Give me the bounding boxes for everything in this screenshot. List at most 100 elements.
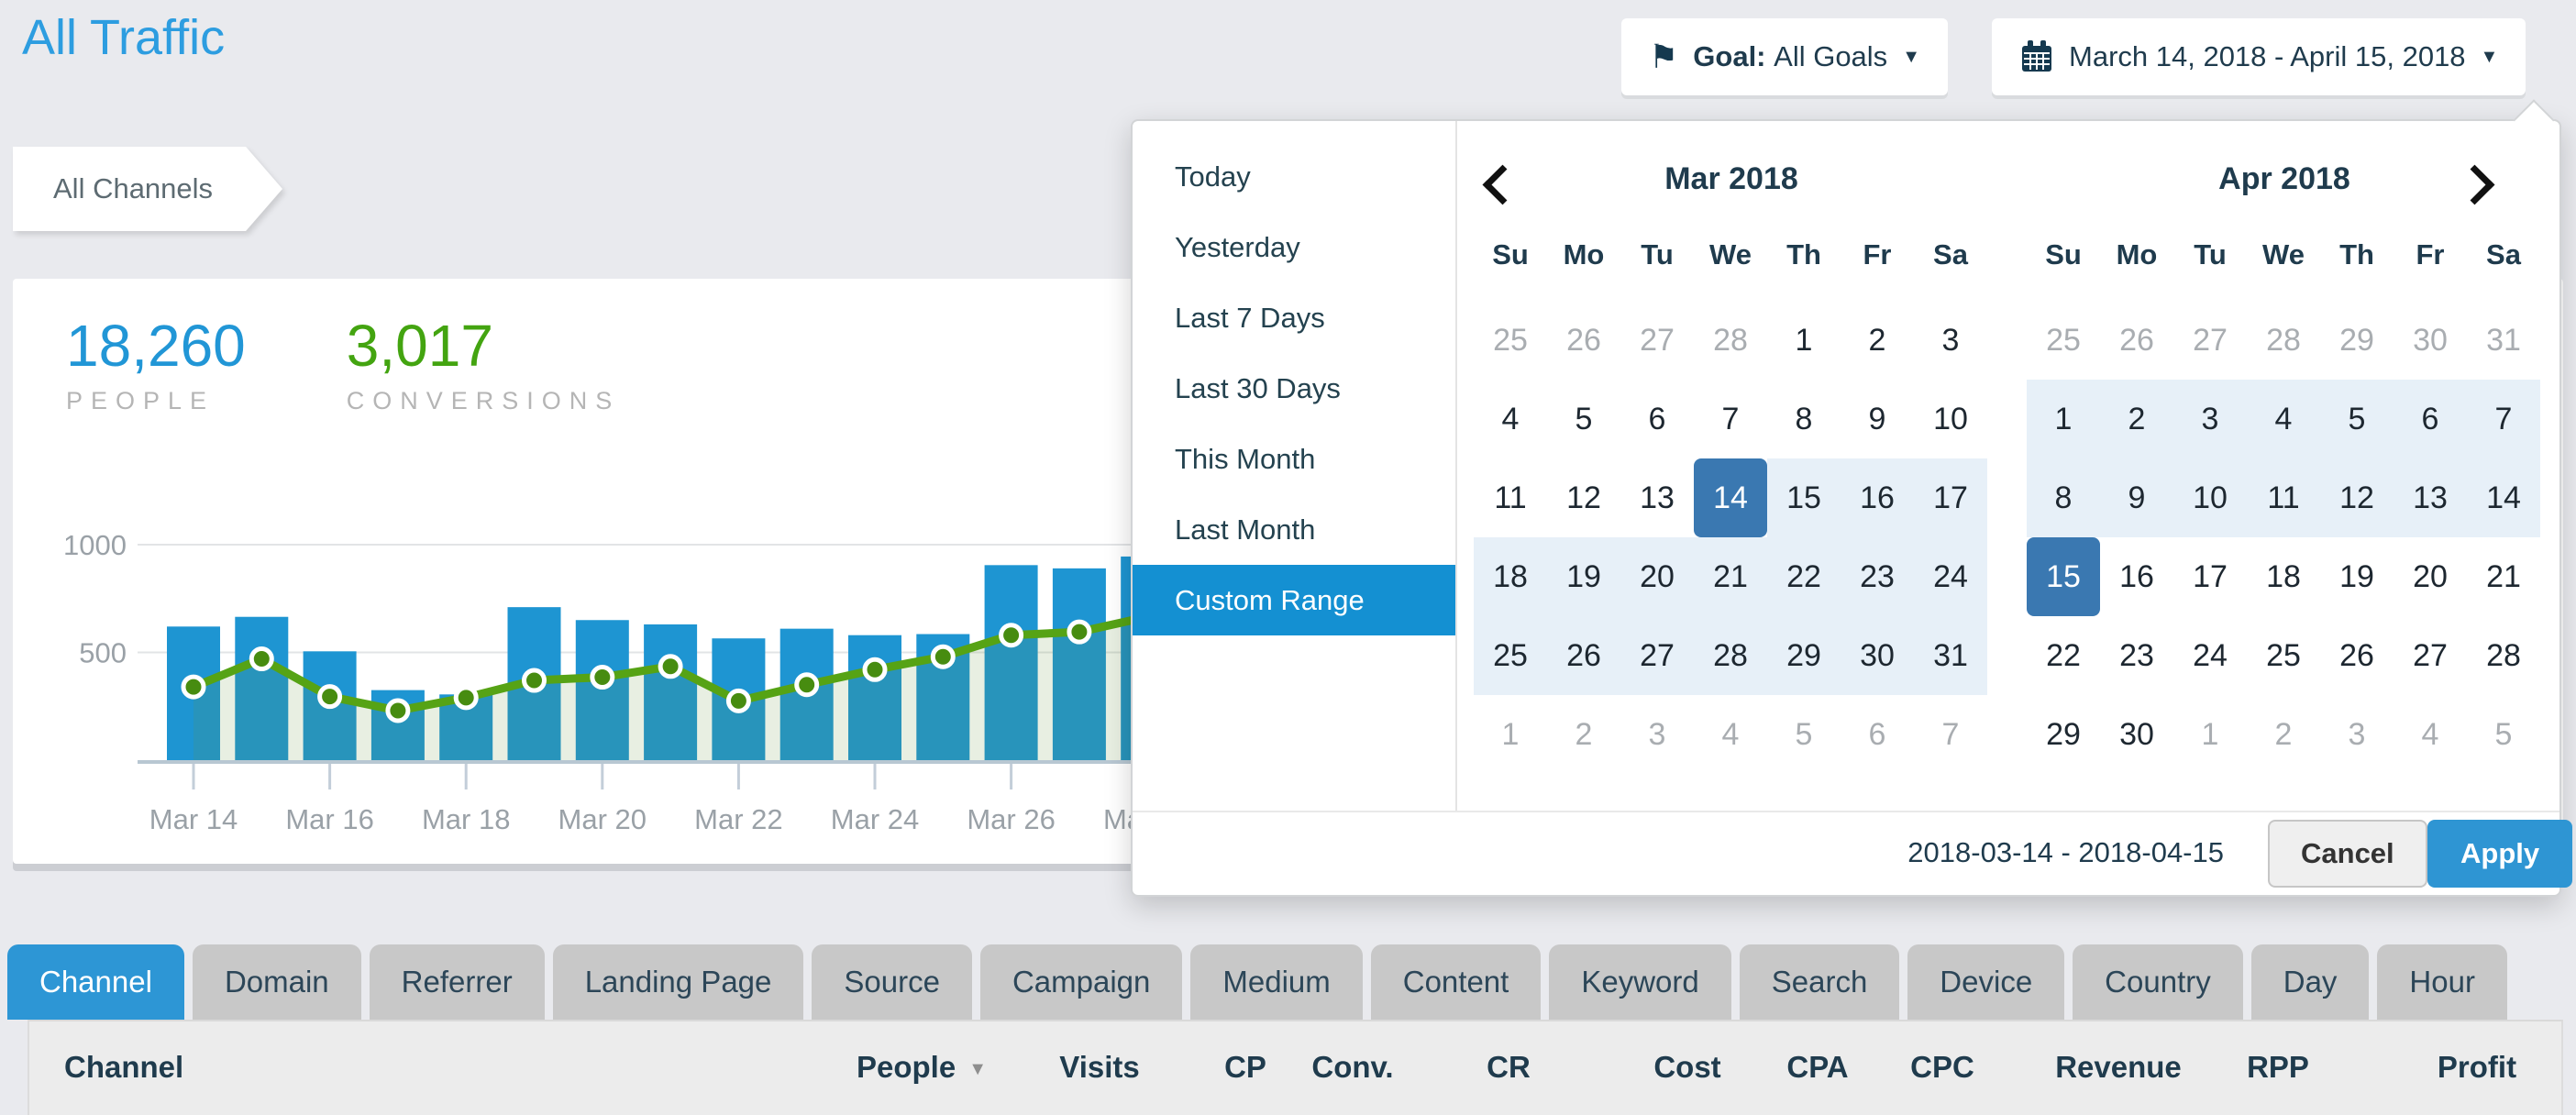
calendar-day[interactable]: 4 <box>1501 401 1520 436</box>
preset-item-today[interactable]: Today <box>1175 160 1251 193</box>
calendar-day[interactable]: 8 <box>1795 401 1813 436</box>
calendar-day[interactable]: 13 <box>1640 480 1675 515</box>
calendar-day[interactable]: 9 <box>2100 458 2173 537</box>
column-header-cost[interactable]: Cost <box>1653 1021 1720 1113</box>
calendar-day[interactable]: 21 <box>1694 537 1767 616</box>
calendar-day[interactable]: 14 <box>2467 458 2540 537</box>
preset-item-yesterday[interactable]: Yesterday <box>1175 230 1300 263</box>
column-header-people[interactable]: People ▼ <box>857 1021 987 1113</box>
calendar-day[interactable]: 19 <box>2339 558 2374 594</box>
calendar-day[interactable]: 12 <box>1566 480 1601 515</box>
calendar-day[interactable]: 19 <box>1547 537 1620 616</box>
column-header-cpc[interactable]: CPC <box>1910 1021 1974 1113</box>
column-header-cr[interactable]: CR <box>1487 1021 1531 1113</box>
tab-day[interactable]: Day <box>2250 944 2370 1020</box>
tab-landing-page[interactable]: Landing Page <box>552 944 804 1020</box>
calendar-day[interactable]: 20 <box>1620 537 1694 616</box>
tab-country[interactable]: Country <box>2073 944 2243 1020</box>
calendar-day[interactable]: 1 <box>2027 380 2100 458</box>
cancel-button[interactable]: Cancel <box>2268 820 2427 888</box>
column-header-cpa[interactable]: CPA <box>1786 1021 1848 1113</box>
tab-channel[interactable]: Channel <box>7 944 184 1020</box>
calendar-day[interactable]: 7 <box>2467 380 2540 458</box>
calendar-day[interactable]: 2 <box>2274 716 2293 752</box>
apply-button[interactable]: Apply <box>2427 820 2573 888</box>
preset-item-custom-range[interactable]: Custom Range <box>1133 565 1455 635</box>
tab-referrer[interactable]: Referrer <box>369 944 545 1020</box>
preset-item-last-30-days[interactable]: Last 30 Days <box>1175 371 1341 404</box>
breadcrumb[interactable]: All Channels <box>13 147 282 231</box>
calendar-day[interactable]: 5 <box>1575 401 1593 436</box>
tab-domain[interactable]: Domain <box>192 944 361 1020</box>
calendar-day[interactable]: 22 <box>1767 537 1841 616</box>
calendar-day[interactable]: 27 <box>1620 616 1694 695</box>
calendar-day[interactable]: 22 <box>2046 637 2081 673</box>
tab-device[interactable]: Device <box>1907 944 2065 1020</box>
calendar-day[interactable]: 28 <box>1713 322 1748 358</box>
date-range-button[interactable]: March 14, 2018 - April 15, 2018 ▼ <box>1992 18 2526 95</box>
preset-item-last-month[interactable]: Last Month <box>1175 513 1316 546</box>
calendar-day[interactable]: 26 <box>1547 616 1620 695</box>
calendar-day[interactable]: 17 <box>1914 458 1987 537</box>
calendar-day[interactable]: 4 <box>2247 380 2320 458</box>
calendar-day-selected[interactable]: 15 <box>2027 537 2100 616</box>
calendar-day[interactable]: 30 <box>1841 616 1914 695</box>
calendar-day[interactable]: 3 <box>2173 380 2247 458</box>
calendar-day[interactable]: 29 <box>1767 616 1841 695</box>
tab-campaign[interactable]: Campaign <box>979 944 1183 1020</box>
column-header-revenue[interactable]: Revenue <box>2055 1021 2182 1113</box>
calendar-day[interactable]: 6 <box>1648 401 1666 436</box>
calendar-day[interactable]: 6 <box>1868 716 1886 752</box>
tab-keyword[interactable]: Keyword <box>1549 944 1731 1020</box>
calendar-day[interactable]: 9 <box>1868 401 1886 436</box>
column-header-visits[interactable]: Visits <box>1059 1021 1139 1113</box>
tab-hour[interactable]: Hour <box>2377 944 2507 1020</box>
calendar-day[interactable]: 2 <box>1868 322 1886 358</box>
calendar-day[interactable]: 28 <box>2266 322 2301 358</box>
calendar-day[interactable]: 21 <box>2486 558 2521 594</box>
calendar-day[interactable]: 10 <box>2173 458 2247 537</box>
calendar-day[interactable]: 31 <box>1914 616 1987 695</box>
column-header-profit[interactable]: Profit <box>2438 1021 2516 1113</box>
tab-medium[interactable]: Medium <box>1190 944 1363 1020</box>
calendar-day[interactable]: 25 <box>2046 322 2081 358</box>
calendar-day[interactable]: 26 <box>2339 637 2374 673</box>
calendar-day[interactable]: 5 <box>2494 716 2513 752</box>
calendar-day[interactable]: 6 <box>2394 380 2467 458</box>
calendar-day[interactable]: 25 <box>1493 322 1528 358</box>
calendar-day[interactable]: 1 <box>1795 322 1813 358</box>
calendar-day[interactable]: 11 <box>1494 480 1527 515</box>
calendar-day[interactable]: 27 <box>2193 322 2228 358</box>
calendar-day[interactable]: 24 <box>1914 537 1987 616</box>
calendar-day[interactable]: 23 <box>1841 537 1914 616</box>
calendar-day[interactable]: 27 <box>2413 637 2448 673</box>
calendar-day[interactable]: 2 <box>2100 380 2173 458</box>
preset-item-last-7-days[interactable]: Last 7 Days <box>1175 301 1325 334</box>
calendar-day[interactable]: 3 <box>2348 716 2366 752</box>
calendar-day[interactable]: 28 <box>1694 616 1767 695</box>
calendar-day[interactable]: 5 <box>2320 380 2394 458</box>
calendar-day[interactable]: 28 <box>2486 637 2521 673</box>
calendar-day[interactable]: 13 <box>2394 458 2467 537</box>
calendar-day[interactable]: 10 <box>1933 401 1968 436</box>
calendar-day[interactable]: 18 <box>1474 537 1547 616</box>
calendar-day[interactable]: 4 <box>2421 716 2439 752</box>
calendar-day[interactable]: 3 <box>1648 716 1666 752</box>
calendar-day[interactable]: 16 <box>1841 458 1914 537</box>
calendar-day[interactable]: 3 <box>1941 322 1960 358</box>
calendar-day[interactable]: 15 <box>1767 458 1841 537</box>
calendar-day[interactable]: 8 <box>2027 458 2100 537</box>
calendar-day[interactable]: 29 <box>2339 322 2374 358</box>
column-header-rpp[interactable]: RPP <box>2247 1021 2309 1113</box>
calendar-day[interactable]: 1 <box>2201 716 2219 752</box>
calendar-day[interactable]: 30 <box>2119 716 2154 752</box>
calendar-day[interactable]: 4 <box>1721 716 1740 752</box>
calendar-day[interactable]: 17 <box>2193 558 2228 594</box>
calendar-day[interactable]: 23 <box>2119 637 2154 673</box>
calendar-day[interactable]: 26 <box>1566 322 1601 358</box>
calendar-day[interactable]: 2 <box>1575 716 1593 752</box>
calendar-day[interactable]: 18 <box>2266 558 2301 594</box>
calendar-day[interactable]: 5 <box>1795 716 1813 752</box>
calendar-day[interactable]: 1 <box>1501 716 1520 752</box>
calendar-day[interactable]: 30 <box>2413 322 2448 358</box>
